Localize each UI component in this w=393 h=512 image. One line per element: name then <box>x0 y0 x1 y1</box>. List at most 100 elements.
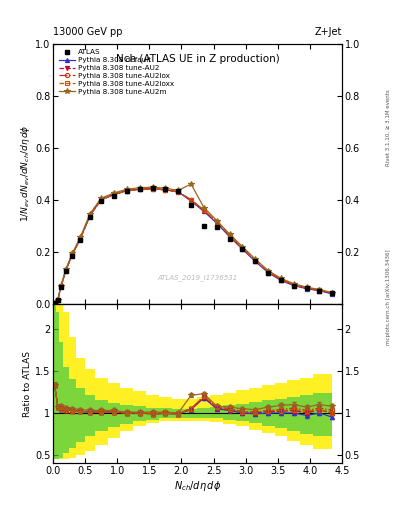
Pythia 8.308 tune-AU2 <box>176 189 181 195</box>
ATLAS <box>317 288 322 294</box>
Line: Pythia 8.308 tune-AU2: Pythia 8.308 tune-AU2 <box>53 187 334 305</box>
Text: ATLAS_2019_I1736531: ATLAS_2019_I1736531 <box>157 274 238 281</box>
Pythia 8.308 default <box>70 251 75 258</box>
Pythia 8.308 tune-AU2lox <box>189 197 193 203</box>
Pythia 8.308 tune-AU2loxx <box>64 267 68 273</box>
ATLAS <box>163 186 168 193</box>
Pythia 8.308 default <box>78 236 83 242</box>
Pythia 8.308 default <box>266 269 270 275</box>
Pythia 8.308 tune-AU2lox <box>59 283 63 289</box>
Pythia 8.308 tune-AU2m <box>279 275 283 282</box>
Pythia 8.308 tune-AU2m <box>55 296 60 303</box>
Pythia 8.308 tune-AU2loxx <box>202 207 206 213</box>
Pythia 8.308 tune-AU2loxx <box>88 212 92 219</box>
Pythia 8.308 tune-AU2lox <box>125 187 129 194</box>
Pythia 8.308 tune-AU2 <box>202 207 206 214</box>
X-axis label: $N_{ch}/d\eta\,d\phi$: $N_{ch}/d\eta\,d\phi$ <box>174 479 221 493</box>
Pythia 8.308 tune-AU2loxx <box>253 258 258 264</box>
Y-axis label: $1/N_{ev}\,dN_{ev}/dN_{ch}/d\eta\,d\phi$: $1/N_{ev}\,dN_{ev}/dN_{ch}/d\eta\,d\phi$ <box>19 125 32 222</box>
Pythia 8.308 tune-AU2lox <box>227 232 232 239</box>
Pythia 8.308 tune-AU2lox <box>240 245 245 251</box>
ATLAS <box>88 214 92 220</box>
Pythia 8.308 tune-AU2 <box>150 186 155 192</box>
Text: Z+Jet: Z+Jet <box>314 27 342 37</box>
ATLAS <box>55 297 60 303</box>
Pythia 8.308 default <box>176 189 181 195</box>
Pythia 8.308 tune-AU2m <box>70 250 75 257</box>
ATLAS <box>253 258 258 264</box>
Pythia 8.308 tune-AU2m <box>112 190 116 196</box>
Pythia 8.308 tune-AU2m <box>253 256 258 262</box>
ATLAS <box>150 185 155 191</box>
Y-axis label: Ratio to ATLAS: Ratio to ATLAS <box>23 351 32 417</box>
Pythia 8.308 tune-AU2 <box>52 300 57 306</box>
Pythia 8.308 default <box>150 186 155 192</box>
Pythia 8.308 tune-AU2m <box>150 184 155 190</box>
Text: Rivet 3.1.10, ≥ 3.1M events: Rivet 3.1.10, ≥ 3.1M events <box>386 90 391 166</box>
Pythia 8.308 tune-AU2m <box>189 181 193 187</box>
Pythia 8.308 default <box>202 208 206 215</box>
Pythia 8.308 tune-AU2 <box>64 267 68 273</box>
Pythia 8.308 default <box>55 296 60 303</box>
ATLAS <box>202 223 206 229</box>
ATLAS <box>279 278 283 284</box>
ATLAS <box>138 186 142 193</box>
ATLAS <box>189 202 193 208</box>
Pythia 8.308 tune-AU2lox <box>330 290 335 296</box>
Pythia 8.308 tune-AU2lox <box>163 187 168 193</box>
Pythia 8.308 tune-AU2 <box>59 283 63 289</box>
Pythia 8.308 default <box>279 278 283 284</box>
Pythia 8.308 tune-AU2loxx <box>215 219 219 225</box>
Pythia 8.308 default <box>52 300 57 306</box>
ATLAS <box>52 300 57 306</box>
Pythia 8.308 tune-AU2lox <box>138 186 142 193</box>
Pythia 8.308 tune-AU2 <box>304 285 309 291</box>
Pythia 8.308 tune-AU2 <box>125 187 129 194</box>
Pythia 8.308 tune-AU2m <box>64 266 68 272</box>
Pythia 8.308 tune-AU2loxx <box>176 189 181 195</box>
Pythia 8.308 tune-AU2lox <box>292 282 296 288</box>
Pythia 8.308 default <box>240 246 245 252</box>
ATLAS <box>70 252 75 259</box>
Pythia 8.308 tune-AU2loxx <box>292 282 296 288</box>
Pythia 8.308 tune-AU2 <box>253 258 258 264</box>
Pythia 8.308 tune-AU2loxx <box>55 296 60 303</box>
Pythia 8.308 tune-AU2lox <box>78 236 83 242</box>
Pythia 8.308 default <box>189 198 193 204</box>
Pythia 8.308 tune-AU2 <box>292 282 296 288</box>
Legend: ATLAS, Pythia 8.308 default, Pythia 8.308 tune-AU2, Pythia 8.308 tune-AU2lox, Py: ATLAS, Pythia 8.308 default, Pythia 8.30… <box>57 47 176 97</box>
Pythia 8.308 tune-AU2loxx <box>70 251 75 258</box>
Line: Pythia 8.308 tune-AU2m: Pythia 8.308 tune-AU2m <box>52 181 335 306</box>
Pythia 8.308 default <box>227 233 232 240</box>
Pythia 8.308 default <box>292 283 296 289</box>
Pythia 8.308 default <box>88 212 92 219</box>
Pythia 8.308 tune-AU2loxx <box>59 283 63 289</box>
Pythia 8.308 tune-AU2loxx <box>240 245 245 251</box>
Pythia 8.308 tune-AU2 <box>240 246 245 252</box>
Pythia 8.308 tune-AU2 <box>88 212 92 219</box>
Pythia 8.308 tune-AU2lox <box>88 212 92 219</box>
Line: Pythia 8.308 tune-AU2lox: Pythia 8.308 tune-AU2lox <box>53 187 334 305</box>
Pythia 8.308 tune-AU2loxx <box>163 187 168 193</box>
Pythia 8.308 tune-AU2m <box>292 281 296 287</box>
Pythia 8.308 tune-AU2m <box>202 204 206 210</box>
ATLAS <box>240 246 245 252</box>
ATLAS <box>215 224 219 230</box>
Pythia 8.308 tune-AU2lox <box>150 186 155 192</box>
ATLAS <box>64 268 68 274</box>
Pythia 8.308 tune-AU2loxx <box>266 269 270 275</box>
Pythia 8.308 tune-AU2lox <box>266 268 270 274</box>
Pythia 8.308 tune-AU2lox <box>52 300 57 306</box>
Pythia 8.308 default <box>112 191 116 198</box>
Pythia 8.308 default <box>304 286 309 292</box>
Pythia 8.308 tune-AU2 <box>279 277 283 283</box>
Pythia 8.308 tune-AU2lox <box>202 207 206 213</box>
Pythia 8.308 tune-AU2 <box>330 290 335 296</box>
ATLAS <box>227 236 232 242</box>
Pythia 8.308 tune-AU2lox <box>304 285 309 291</box>
Pythia 8.308 tune-AU2m <box>304 284 309 290</box>
Pythia 8.308 tune-AU2m <box>266 267 270 273</box>
Pythia 8.308 tune-AU2 <box>78 236 83 242</box>
Pythia 8.308 tune-AU2lox <box>112 191 116 198</box>
Pythia 8.308 tune-AU2lox <box>215 219 219 225</box>
